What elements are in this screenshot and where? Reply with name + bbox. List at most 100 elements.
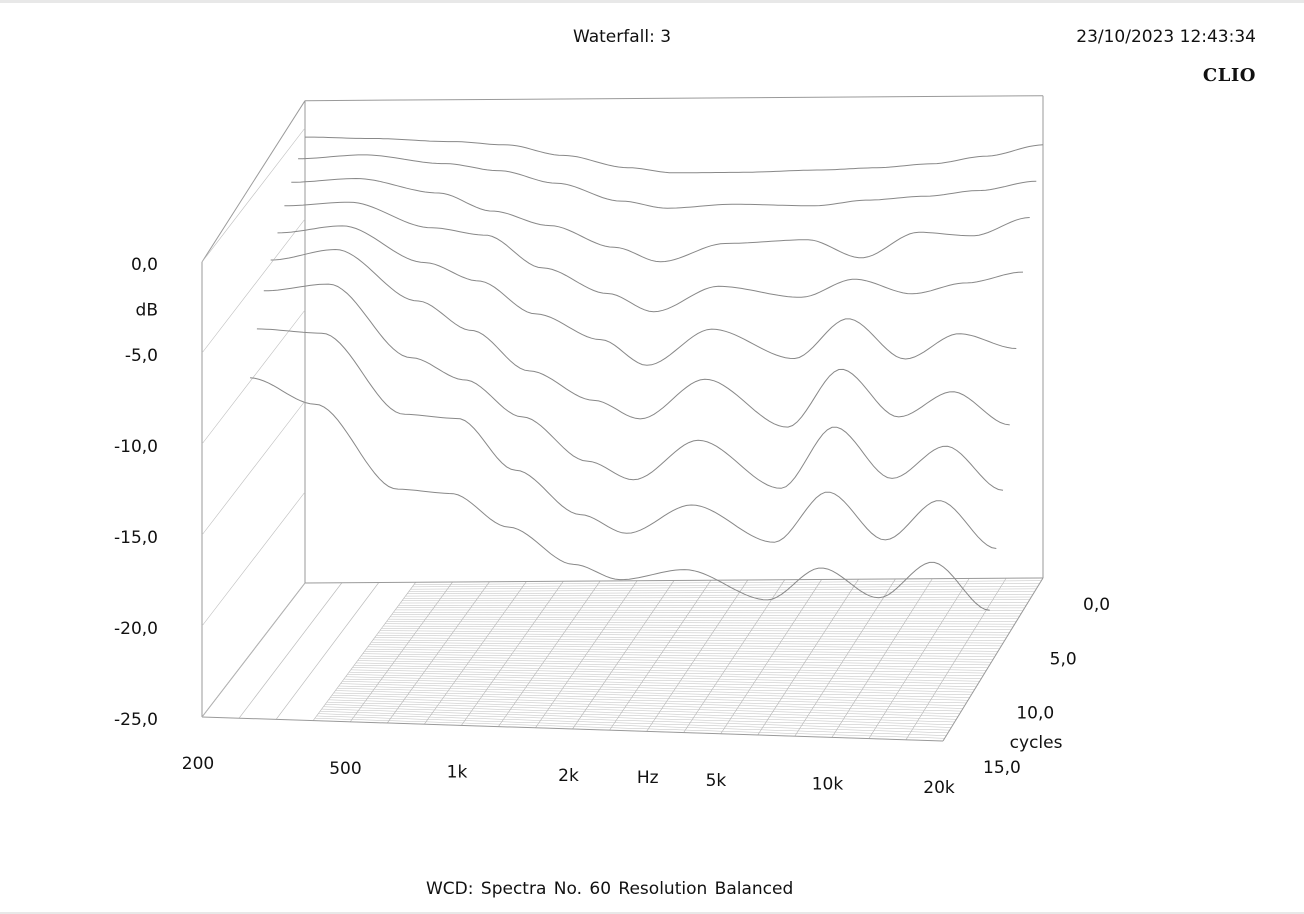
floor-grid xyxy=(201,577,1044,742)
floor-cycle-line xyxy=(380,630,1009,636)
frequency-axis-label: Hz xyxy=(637,768,659,788)
floor-cycle-line xyxy=(378,632,1007,639)
floor-cycle-line xyxy=(373,639,1002,647)
floor-cycle-line xyxy=(337,688,967,704)
frequency-tick-label: 2k xyxy=(558,766,579,786)
front-bottom-edge xyxy=(201,716,944,742)
chart-title: Waterfall: 3 xyxy=(573,27,672,47)
spectrum-trace xyxy=(250,377,990,611)
floor-cycle-line xyxy=(369,644,999,652)
spectrum-trace xyxy=(270,248,1010,428)
right-floor-edge xyxy=(942,577,1044,742)
floor-cycle-line xyxy=(363,653,992,663)
floor-cycle-line xyxy=(354,665,984,677)
brand-logo: CLIO xyxy=(1202,65,1256,86)
floor-cycle-line xyxy=(366,648,995,658)
spectrum-trace xyxy=(263,283,1004,491)
window-bottom-edge xyxy=(0,912,1304,914)
floor-freq-line xyxy=(275,582,380,720)
floor-cycle-line xyxy=(404,596,1032,599)
floor-cycle-line xyxy=(368,646,997,655)
floor-cycle-line xyxy=(387,621,1015,625)
floor-cycle-line xyxy=(335,690,965,706)
floor-cycle-line xyxy=(410,585,1039,590)
window-top-edge xyxy=(0,0,1304,3)
left-top-edge xyxy=(201,100,306,263)
db-tick-label: -15,0 xyxy=(114,528,158,548)
cycles-tick-label: 0,0 xyxy=(1083,595,1110,615)
cycles-tick-label: 5,0 xyxy=(1050,649,1077,669)
db-tick-label: -20,0 xyxy=(114,619,158,639)
cycles-tick-label: 15,0 xyxy=(983,758,1021,778)
floor-cycle-line xyxy=(359,658,989,668)
floor-cycle-line xyxy=(349,671,979,685)
db-tick-label: -5,0 xyxy=(125,346,158,366)
db-tick-label: -25,0 xyxy=(114,710,158,730)
left-wall-db-line xyxy=(201,127,306,263)
left-wall-db-line xyxy=(201,400,306,536)
floor-cycle-line xyxy=(356,662,985,674)
spectrum-trace xyxy=(298,154,1037,209)
floor-cycle-line xyxy=(352,667,982,679)
floor-cycle-line xyxy=(328,699,959,717)
floor-cycle-line xyxy=(342,681,972,696)
frequency-tick-label: 10k xyxy=(812,774,844,794)
floor-cycle-line xyxy=(371,641,1000,649)
floor-cycle-line xyxy=(364,651,994,660)
floor-cycle-line xyxy=(388,618,1017,622)
cycles-tick-label: 10,0 xyxy=(1016,704,1054,724)
floor-cycle-line xyxy=(390,616,1019,619)
timestamp: 23/10/2023 12:43:34 xyxy=(1076,27,1256,47)
floor-cycle-line xyxy=(351,669,980,682)
db-tick-label: -10,0 xyxy=(114,437,158,457)
back-floor-edge xyxy=(304,577,1044,584)
footer-info: WCD: Spectra No. 60 Resolution Balanced xyxy=(426,879,794,899)
floor-cycle-line xyxy=(414,580,1042,585)
frequency-tick-label: 20k xyxy=(923,778,955,798)
floor-cycle-line xyxy=(332,694,962,712)
floor-cycle-line xyxy=(322,708,952,728)
frequency-tick-label: 200 xyxy=(182,754,214,774)
floor-cycle-line xyxy=(327,701,957,720)
db-tick-label: 0,0 xyxy=(131,255,158,275)
floor-cycle-line xyxy=(392,614,1020,617)
floor-cycle-line xyxy=(339,685,969,701)
floor-cycle-line xyxy=(405,594,1034,597)
floor-cycle-line xyxy=(393,611,1022,614)
floor-cycle-line xyxy=(320,711,950,731)
frequency-tick-label: 500 xyxy=(329,759,361,779)
spectrum-trace xyxy=(256,328,997,549)
floor-cycle-line xyxy=(402,599,1030,601)
floor-cycle-line xyxy=(334,692,964,709)
db-axis-label: dB xyxy=(136,301,158,321)
floor-cycle-line xyxy=(357,660,987,671)
floor-freq-line xyxy=(238,582,343,719)
spectrum-trace xyxy=(305,136,1044,174)
floor-cycle-line xyxy=(315,718,945,739)
floor-cycle-line xyxy=(318,713,949,734)
db-axis: 0,0 -5,0 -10,0 -15,0 -20,0 -25,0 dB xyxy=(114,255,158,730)
floor-cycle-line xyxy=(407,591,1035,595)
floor-cycle-line xyxy=(323,706,954,725)
floor-cycle-line xyxy=(409,588,1037,592)
left-wall-db-line xyxy=(201,491,306,627)
floor-cycle-line xyxy=(347,674,977,687)
cycles-axis-label: cycles xyxy=(1010,733,1063,753)
floor-cycle-line xyxy=(325,704,955,723)
left-wall-db-line xyxy=(201,582,306,718)
floor-cycle-line xyxy=(381,628,1010,633)
floor-cycle-line xyxy=(316,715,947,736)
plot-box-frame xyxy=(201,95,1044,742)
floor-cycle-line xyxy=(340,683,970,698)
back-top-edge xyxy=(304,95,1044,102)
floor-cycle-line xyxy=(383,625,1012,630)
floor-cycle-line xyxy=(330,697,960,715)
floor-cycle-line xyxy=(395,609,1024,611)
cycles-axis: 0,0 5,0 10,0 15,0 cycles xyxy=(983,595,1110,778)
floor-cycle-line xyxy=(346,676,975,690)
floor-cycle-line xyxy=(376,635,1005,641)
frequency-tick-label: 1k xyxy=(447,762,468,782)
left-wall-db-line xyxy=(201,309,306,445)
frequency-axis: 200 500 1k 2k 5k 10k 20k Hz xyxy=(182,754,955,798)
